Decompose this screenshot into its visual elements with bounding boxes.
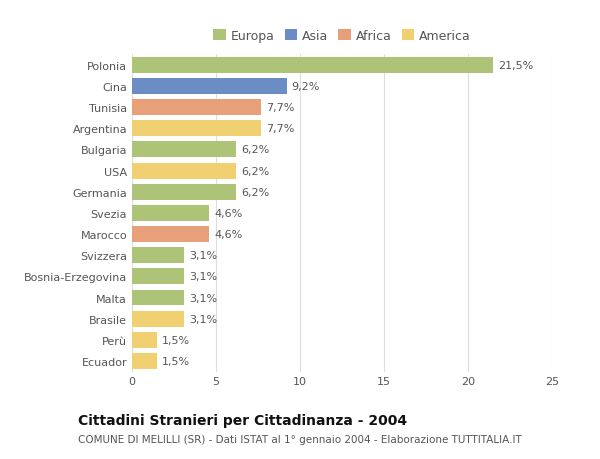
Text: 3,1%: 3,1%: [189, 293, 217, 303]
Bar: [132, 58, 493, 73]
Legend: Europa, Asia, Africa, America: Europa, Asia, Africa, America: [213, 30, 471, 43]
Bar: [132, 248, 184, 263]
Bar: [132, 227, 209, 242]
Bar: [132, 206, 209, 221]
Bar: [132, 100, 262, 116]
Text: 4,6%: 4,6%: [214, 208, 242, 218]
Text: 6,2%: 6,2%: [241, 166, 269, 176]
Text: 9,2%: 9,2%: [292, 82, 320, 92]
Bar: [132, 332, 157, 348]
Text: COMUNE DI MELILLI (SR) - Dati ISTAT al 1° gennaio 2004 - Elaborazione TUTTITALIA: COMUNE DI MELILLI (SR) - Dati ISTAT al 1…: [78, 434, 522, 444]
Bar: [132, 269, 184, 285]
Text: 1,5%: 1,5%: [162, 335, 190, 345]
Bar: [132, 163, 236, 179]
Text: 3,1%: 3,1%: [189, 314, 217, 324]
Text: 7,7%: 7,7%: [266, 103, 295, 113]
Bar: [132, 185, 236, 200]
Text: 3,1%: 3,1%: [189, 272, 217, 282]
Text: 6,2%: 6,2%: [241, 187, 269, 197]
Text: 1,5%: 1,5%: [162, 356, 190, 366]
Text: 21,5%: 21,5%: [498, 61, 533, 71]
Bar: [132, 311, 184, 327]
Text: Cittadini Stranieri per Cittadinanza - 2004: Cittadini Stranieri per Cittadinanza - 2…: [78, 413, 407, 427]
Bar: [132, 121, 262, 137]
Bar: [132, 353, 157, 369]
Bar: [132, 79, 287, 95]
Text: 7,7%: 7,7%: [266, 124, 295, 134]
Bar: [132, 142, 236, 158]
Text: 3,1%: 3,1%: [189, 251, 217, 261]
Text: 4,6%: 4,6%: [214, 230, 242, 240]
Bar: [132, 290, 184, 306]
Text: 6,2%: 6,2%: [241, 145, 269, 155]
